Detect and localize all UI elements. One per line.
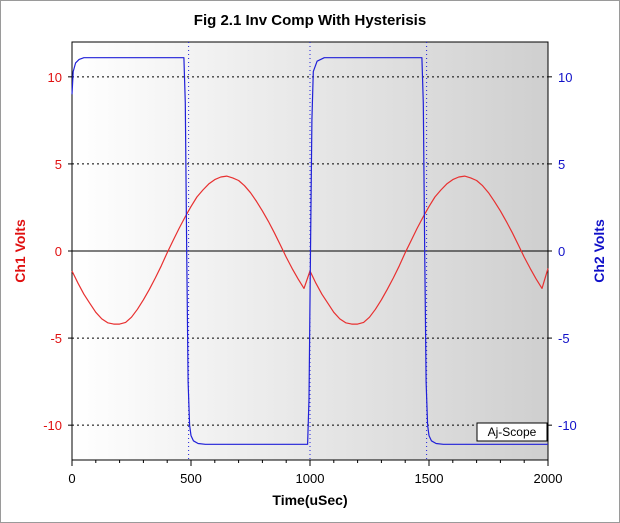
y-tick-label-right: -5 — [558, 331, 570, 346]
y-tick-label-left: 10 — [48, 70, 62, 85]
y-tick-label-right: 5 — [558, 157, 565, 172]
x-tick-label: 0 — [68, 471, 75, 486]
x-tick-label: 1000 — [296, 471, 325, 486]
x-axis-title: Time(uSec) — [272, 492, 347, 508]
y-tick-label-left: 5 — [55, 157, 62, 172]
chart-title: Fig 2.1 Inv Comp With Hysterisis — [194, 12, 426, 29]
series-line-ch2 — [71, 57, 548, 445]
y-tick-label-left: -10 — [43, 418, 62, 433]
x-tick-label: 1500 — [415, 471, 444, 486]
y-tick-label-left: 0 — [55, 244, 62, 259]
y-tick-label-right: 0 — [558, 244, 565, 259]
y-axis-title-right: Ch2 Volts — [591, 219, 607, 283]
y-tick-label-right: 10 — [558, 70, 572, 85]
ticks: 10 105 50 0-5 -5-10 -100 500 1000 1500 2000 — [43, 70, 577, 486]
x-tick-label: 500 — [180, 471, 202, 486]
y-tick-label-left: -5 — [50, 331, 62, 346]
y-axis-title-left: Ch1 Volts — [12, 219, 28, 283]
x-tick-label: 2000 — [534, 471, 563, 486]
y-tick-label-right: -10 — [558, 418, 577, 433]
aj-scope-badge: Aj-Scope — [476, 422, 548, 442]
aj-scope-label: Aj-Scope — [488, 425, 537, 439]
series-layer — [71, 57, 549, 445]
